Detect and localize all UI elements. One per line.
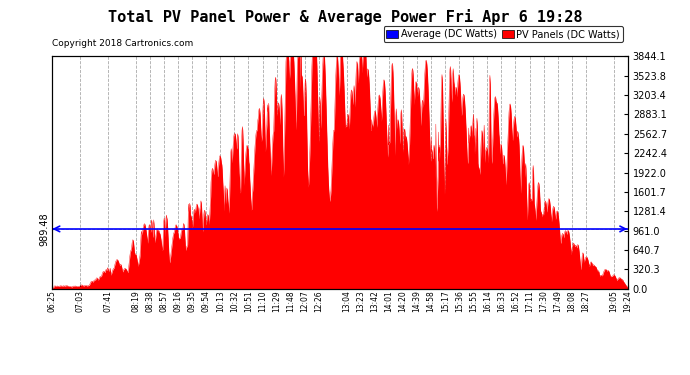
Legend: Average (DC Watts), PV Panels (DC Watts): Average (DC Watts), PV Panels (DC Watts): [384, 26, 623, 42]
Text: Total PV Panel Power & Average Power Fri Apr 6 19:28: Total PV Panel Power & Average Power Fri…: [108, 9, 582, 26]
Text: Copyright 2018 Cartronics.com: Copyright 2018 Cartronics.com: [52, 39, 193, 48]
